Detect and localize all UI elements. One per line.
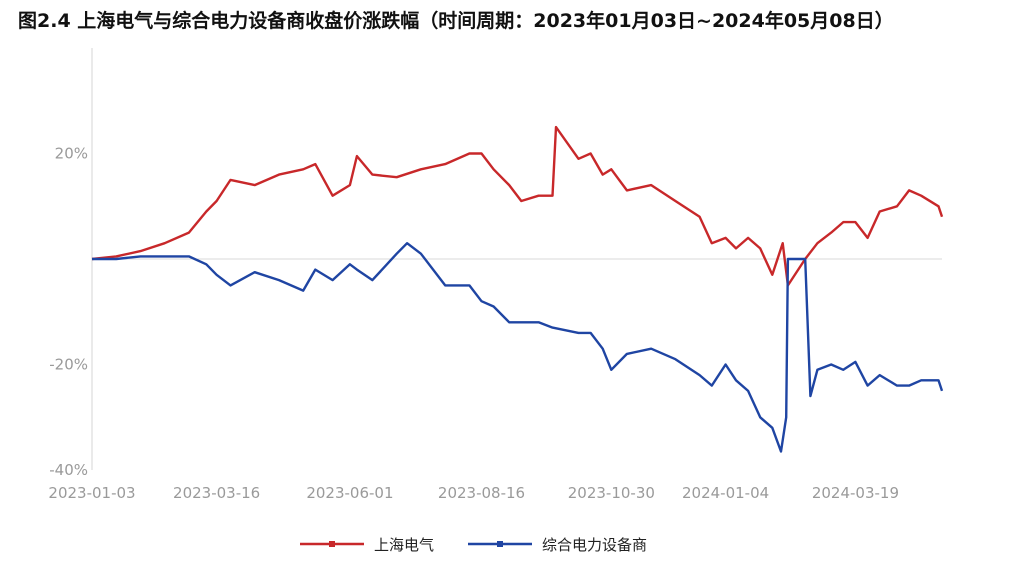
- chart-axes: -40% -20% 20% 2023-01-03 2023-03-16 2023-06-0…: [48, 48, 942, 502]
- y-tick-label: -20%: [49, 356, 88, 374]
- x-tick-label: 2024-03-19: [812, 484, 899, 502]
- x-tick-label: 2024-01-04: [682, 484, 769, 502]
- x-tick-label: 2023-10-30: [568, 484, 655, 502]
- x-tick-label: 2023-03-16: [173, 484, 260, 502]
- y-tick-label: 20%: [55, 145, 88, 163]
- x-tick-label: 2023-08-16: [438, 484, 525, 502]
- x-tick-label: 2023-06-01: [306, 484, 393, 502]
- chart-title: 图2.4 上海电气与综合电力设备商收盘价涨跌幅（时间周期：2023年01月03日…: [18, 10, 894, 32]
- legend-marker-2: [497, 541, 503, 547]
- series-line-2: [92, 242, 944, 453]
- legend-marker-1: [329, 541, 335, 547]
- legend-label-1: 上海电气: [374, 536, 434, 554]
- chart-series-lines: [91, 125, 944, 453]
- x-tick-label: 2023-01-03: [48, 484, 135, 502]
- y-tick-label: -40%: [49, 461, 88, 479]
- chart-legend: 上海电气 综合电力设备商: [300, 536, 647, 554]
- series-line-1: [91, 125, 944, 287]
- legend-label-2: 综合电力设备商: [542, 536, 647, 554]
